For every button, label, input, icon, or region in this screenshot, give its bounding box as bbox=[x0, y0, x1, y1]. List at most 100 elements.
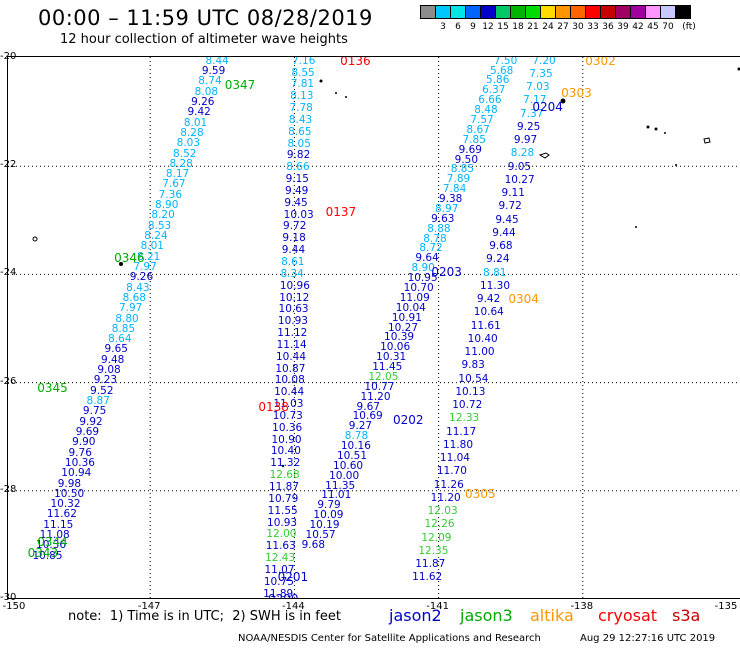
pass-label: 0200 bbox=[267, 592, 299, 599]
island-marker bbox=[32, 236, 38, 242]
legend-swatch bbox=[540, 5, 556, 19]
swh-value: 8.43 bbox=[288, 113, 313, 126]
legend-tick-label: 45 bbox=[647, 22, 659, 32]
swh-value: 9.45 bbox=[284, 196, 308, 209]
swh-value: 10.63 bbox=[278, 303, 309, 316]
swh-value: 8.85 bbox=[111, 322, 136, 335]
swh-value: 9.15 bbox=[285, 173, 309, 186]
swh-value: 8.78 bbox=[344, 430, 369, 443]
pass-label: 0346 bbox=[114, 251, 145, 266]
swh-value: 12.05 bbox=[368, 370, 399, 383]
pass-label: 0203 bbox=[431, 264, 462, 279]
swh-value: 9.38 bbox=[438, 193, 463, 206]
swh-value: 10.31 bbox=[376, 351, 407, 364]
pass-label: 0345 bbox=[37, 381, 68, 395]
latitude-label: -24 bbox=[0, 267, 17, 279]
swh-value: 10.08 bbox=[274, 374, 305, 387]
swh-value: 8.66 bbox=[286, 161, 310, 174]
pass-label: 0202 bbox=[392, 413, 424, 428]
swh-value: 11.17 bbox=[446, 425, 477, 438]
swh-value: 7.81 bbox=[290, 78, 315, 91]
page-subtitle: 12 hour collection of altimeter wave hei… bbox=[60, 32, 348, 47]
pass-label: 0344 bbox=[37, 535, 68, 550]
swh-value: 8.81 bbox=[483, 266, 507, 279]
legend-tick-label: 3 bbox=[440, 22, 446, 32]
swh-value: 11.70 bbox=[436, 465, 467, 478]
swh-value: 9.67 bbox=[356, 400, 380, 413]
swh-value: 10.13 bbox=[455, 385, 486, 398]
legend-tick-label: 39 bbox=[617, 22, 629, 32]
swh-value: 10.96 bbox=[279, 279, 310, 292]
swh-value: 8.90 bbox=[411, 262, 435, 275]
swh-value: 10.94 bbox=[61, 467, 92, 480]
legend-tick-label: 30 bbox=[572, 22, 584, 32]
swh-value: 8.68 bbox=[122, 291, 146, 304]
swh-value: 10.44 bbox=[275, 350, 307, 363]
swh-value: 9.26 bbox=[129, 271, 154, 284]
swh-value: 10.54 bbox=[458, 372, 489, 385]
pass-label: 0136 bbox=[340, 56, 371, 68]
satellite-name-jason2: jason2 bbox=[389, 606, 442, 625]
swh-value: 9.69 bbox=[75, 425, 100, 438]
swh-value: 10.40 bbox=[467, 332, 498, 345]
swh-value: 8.01 bbox=[183, 116, 208, 129]
swh-value: 9.79 bbox=[317, 499, 341, 512]
swh-value: 11.26 bbox=[433, 478, 464, 491]
swh-value: 8.48 bbox=[474, 104, 498, 117]
swh-value: 9.42 bbox=[187, 106, 211, 119]
swh-value: 10.70 bbox=[403, 281, 434, 294]
longitude-label: -144 bbox=[282, 601, 305, 612]
legend-tick-label: 6 bbox=[455, 22, 461, 32]
legend-ticks: 3 6 9 12 15 18 21 24 27 30 33 36 39 42 45 70 (ft) bbox=[420, 22, 696, 34]
swh-value: 8.61 bbox=[281, 256, 305, 269]
credit-line: NOAA/NESDIS Center for Satellite Applica… bbox=[238, 633, 541, 644]
swh-value: 9.05 bbox=[507, 160, 532, 173]
latitude-label: -22 bbox=[0, 159, 17, 171]
swh-value: 7.67 bbox=[162, 178, 186, 191]
swh-value: 8.13 bbox=[290, 90, 314, 103]
swh-value: 8.74 bbox=[198, 75, 222, 88]
swh-value: 8.64 bbox=[108, 333, 132, 346]
pass-label: 0347 bbox=[224, 78, 256, 93]
swh-value: 10.95 bbox=[407, 272, 438, 285]
swh-value: 12.68 bbox=[269, 469, 300, 482]
swh-value: 10.93 bbox=[267, 516, 298, 529]
legend-swatch bbox=[630, 5, 646, 19]
gridlines bbox=[8, 57, 740, 598]
swh-value: 9.98 bbox=[57, 477, 82, 490]
swh-value: 10.27 bbox=[504, 173, 535, 186]
swh-value: 10.19 bbox=[309, 519, 340, 532]
legend-tick-label: 27 bbox=[557, 22, 569, 32]
pass-label: 0303 bbox=[561, 86, 592, 101]
swh-value: 7.57 bbox=[470, 113, 494, 126]
swh-value: 9.48 bbox=[100, 353, 125, 366]
page-title: 00:00 – 11:59 UTC 08/28/2019 bbox=[38, 6, 373, 30]
swh-value: 10.36 bbox=[64, 456, 95, 469]
swh-value: 7.20 bbox=[532, 56, 556, 67]
legend-swatch bbox=[660, 5, 676, 19]
swh-value: 8.67 bbox=[466, 123, 490, 136]
swh-value: 10.69 bbox=[352, 410, 383, 423]
swh-value: 8.28 bbox=[169, 157, 193, 170]
swh-value: 9.25 bbox=[516, 120, 541, 133]
swh-value: 8.43 bbox=[126, 281, 150, 294]
swh-value: 10.75 bbox=[263, 575, 294, 588]
swh-value: 9.59 bbox=[201, 65, 226, 78]
island-marker bbox=[281, 464, 285, 468]
swh-value: 10.72 bbox=[452, 399, 483, 412]
swh-value: 11.03 bbox=[273, 398, 304, 411]
legend-swatches bbox=[420, 5, 691, 19]
swh-value: 9.63 bbox=[431, 212, 455, 225]
legend-swatch bbox=[420, 5, 436, 19]
legend-swatch bbox=[600, 5, 616, 19]
pass-label: 0201 bbox=[277, 570, 309, 585]
swh-value: 9.76 bbox=[68, 446, 92, 459]
legend-swatch bbox=[675, 5, 691, 19]
swh-value: 7.36 bbox=[158, 188, 183, 201]
swh-value: 9.44 bbox=[281, 244, 306, 257]
island-marker bbox=[560, 98, 566, 104]
legend-swatch bbox=[585, 5, 601, 19]
legend-tick-label: 42 bbox=[632, 22, 644, 32]
island-marker bbox=[664, 132, 666, 134]
swh-value: 11.15 bbox=[43, 518, 74, 531]
